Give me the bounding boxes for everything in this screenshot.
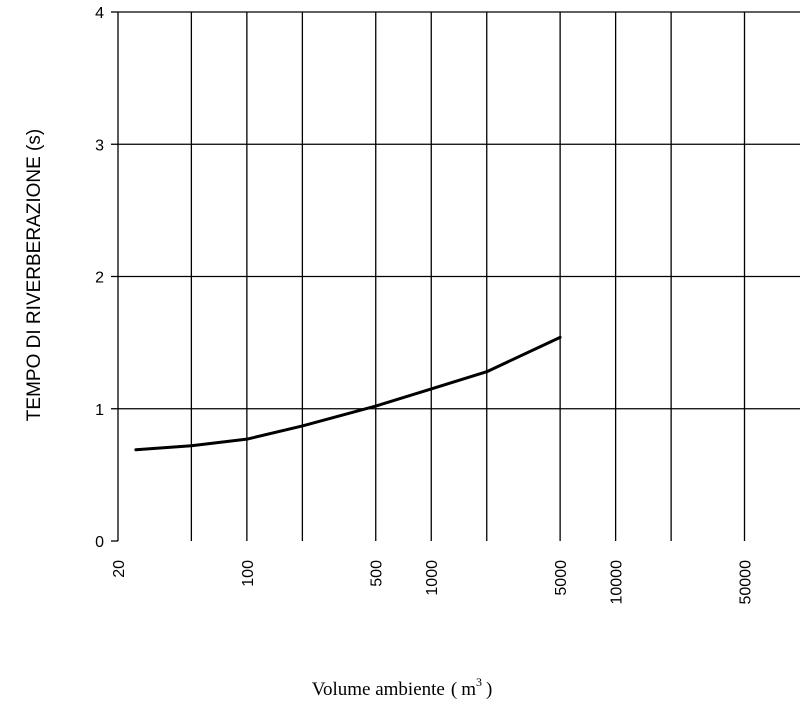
x-tick-label-10000: 10000 — [609, 560, 626, 605]
data-point-0-0 — [134, 448, 138, 451]
x-tick-label-100: 100 — [240, 560, 257, 587]
y-tick-label-3: 3 — [95, 137, 104, 154]
x-tick-label-5000: 5000 — [553, 560, 570, 596]
x-axis-unit-close: ) — [486, 679, 492, 700]
x-axis-unit-base: m — [461, 679, 476, 700]
data-point-0-2 — [245, 437, 249, 441]
y-tick-label-1: 1 — [95, 402, 104, 419]
y-tick-label-2: 2 — [95, 270, 104, 287]
data-point-0-7 — [558, 336, 562, 339]
data-point-0-5 — [430, 387, 433, 391]
x-tick-label-1000: 1000 — [424, 560, 441, 596]
x-tick-label-20: 20 — [111, 560, 128, 578]
x-tick-label-500: 500 — [369, 560, 386, 587]
x-axis-unit-sup: 3 — [476, 675, 482, 689]
y-tick-label-4: 4 — [95, 5, 104, 22]
y-tick-label-0: 0 — [95, 534, 104, 551]
data-point-0-4 — [374, 404, 377, 408]
x-axis-label: Volume ambiente (m3) — [312, 675, 493, 700]
data-point-0-1 — [190, 444, 193, 447]
series-line-0 — [134, 335, 562, 452]
series — [134, 335, 562, 452]
data-point-0-3 — [301, 424, 304, 428]
axes — [111, 11, 119, 542]
x-tick-label-50000: 50000 — [737, 560, 754, 605]
x-axis-unit-open: ( — [451, 679, 457, 700]
grid — [118, 11, 800, 541]
x-axis-label-text: Volume ambiente — [312, 679, 445, 700]
y-axis-label: TEMPO DI RIVERBERAZIONE (s) — [24, 129, 45, 421]
data-point-0-6 — [485, 370, 488, 373]
tick-labels: 0 1 2 3 4 20 100 500 1000 5000 10000 50000 — [95, 5, 754, 605]
